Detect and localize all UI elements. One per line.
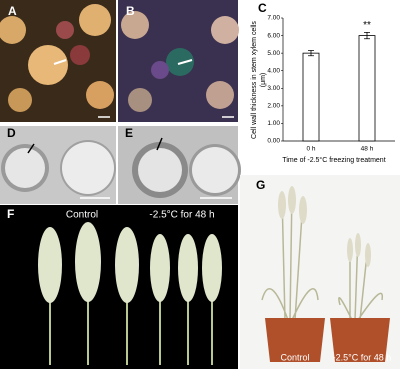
bar xyxy=(302,52,320,142)
panel-label: D xyxy=(7,126,16,140)
y-tick-label: 2.00 xyxy=(267,103,280,110)
panel-a-image xyxy=(0,0,116,122)
panel-label: F xyxy=(7,207,14,221)
panel-label: E xyxy=(125,126,133,140)
panel-label: A xyxy=(8,4,17,18)
bar xyxy=(358,35,376,142)
panel-d-image xyxy=(0,126,116,204)
x-tick-label: 0 h xyxy=(306,146,315,153)
error-bar xyxy=(364,32,370,40)
y-tick-label: 5.00 xyxy=(267,50,280,57)
panel-label: C xyxy=(258,1,267,15)
panel-b-image xyxy=(118,0,239,122)
y-tick-label: 1.00 xyxy=(267,120,280,127)
x-tick-label: 48 h xyxy=(361,146,374,153)
panel-g-image xyxy=(240,175,400,369)
panel-caption: Control xyxy=(66,210,98,221)
panel-e-image xyxy=(118,126,241,204)
y-tick-label: 4.00 xyxy=(267,67,280,74)
y-tick-label: 7.00 xyxy=(267,15,280,22)
panel-f-image xyxy=(0,205,238,369)
panel-label: B xyxy=(126,4,135,18)
panel-caption: Control xyxy=(280,352,309,362)
panel-caption: -2.5°C for 48 h xyxy=(333,352,392,362)
y-tick-label: 0.00 xyxy=(267,138,280,145)
y-tick-label: 6.00 xyxy=(267,32,280,39)
y-tick-label: 3.00 xyxy=(267,85,280,92)
error-bar xyxy=(308,50,314,57)
annotation: ** xyxy=(363,20,371,31)
panel-label: G xyxy=(256,178,265,192)
x-axis-label: Time of -2.5°C freezing treatment xyxy=(282,156,385,164)
panel-caption: -2.5°C for 48 h xyxy=(149,210,214,221)
y-axis-label: (μm) xyxy=(260,73,267,88)
bar-chart: C Time of -2.5°C freezing treatment Cell… xyxy=(251,1,395,164)
y-axis-label: Cell wall thickness in stem xylem cells xyxy=(251,21,258,139)
